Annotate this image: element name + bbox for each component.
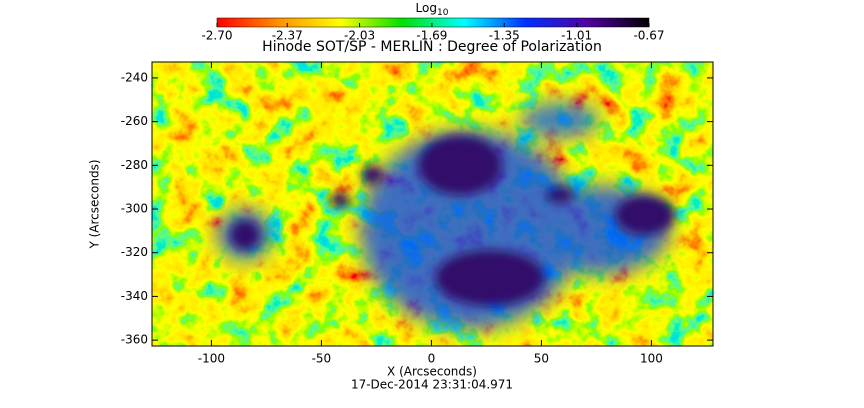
image — [152, 62, 713, 346]
x-tick-label: -100 — [198, 352, 225, 366]
y-axis-label: Y (Arcseconds) — [88, 159, 102, 249]
y-tick-label: -280 — [121, 158, 148, 172]
x-tick-label: 100 — [640, 352, 663, 366]
y-tick-label: -240 — [121, 70, 148, 84]
colorbar-tick-label: -1.69 — [416, 29, 447, 43]
colorbar-tick-label: -1.35 — [489, 29, 520, 43]
colorbar-tick-label: -0.67 — [633, 29, 664, 43]
colorbar-tick-label: -2.70 — [201, 29, 232, 43]
colorbar-tick-label: -2.03 — [344, 29, 375, 43]
y-tick-label: -360 — [121, 333, 148, 347]
colorbar-tick-label: -1.01 — [561, 29, 592, 43]
x-tick-label: 0 — [428, 352, 436, 366]
colorbar-label: Log10 — [416, 1, 449, 18]
x-tick-label: 50 — [534, 352, 549, 366]
footer-date: 17-Dec-2014 23:31:04.971 — [351, 378, 513, 392]
y-tick-label: -320 — [121, 245, 148, 259]
chart-title: Hinode SOT/SP - MERLIN : Degree of Polar… — [262, 39, 602, 55]
plot-frame — [151, 61, 714, 347]
colorbar — [216, 17, 650, 28]
colorbar-label-text: Log — [416, 1, 437, 15]
colorbar-label-subscript: 10 — [437, 8, 449, 18]
x-tick-label: -50 — [312, 352, 332, 366]
y-tick-label: -260 — [121, 114, 148, 128]
image-spots — [230, 135, 675, 306]
x-axis-label: X (Arcseconds) — [387, 365, 477, 379]
y-tick-label: -340 — [121, 289, 148, 303]
colorbar-tick-label: -2.37 — [272, 29, 303, 43]
y-tick-label: -300 — [121, 202, 148, 216]
